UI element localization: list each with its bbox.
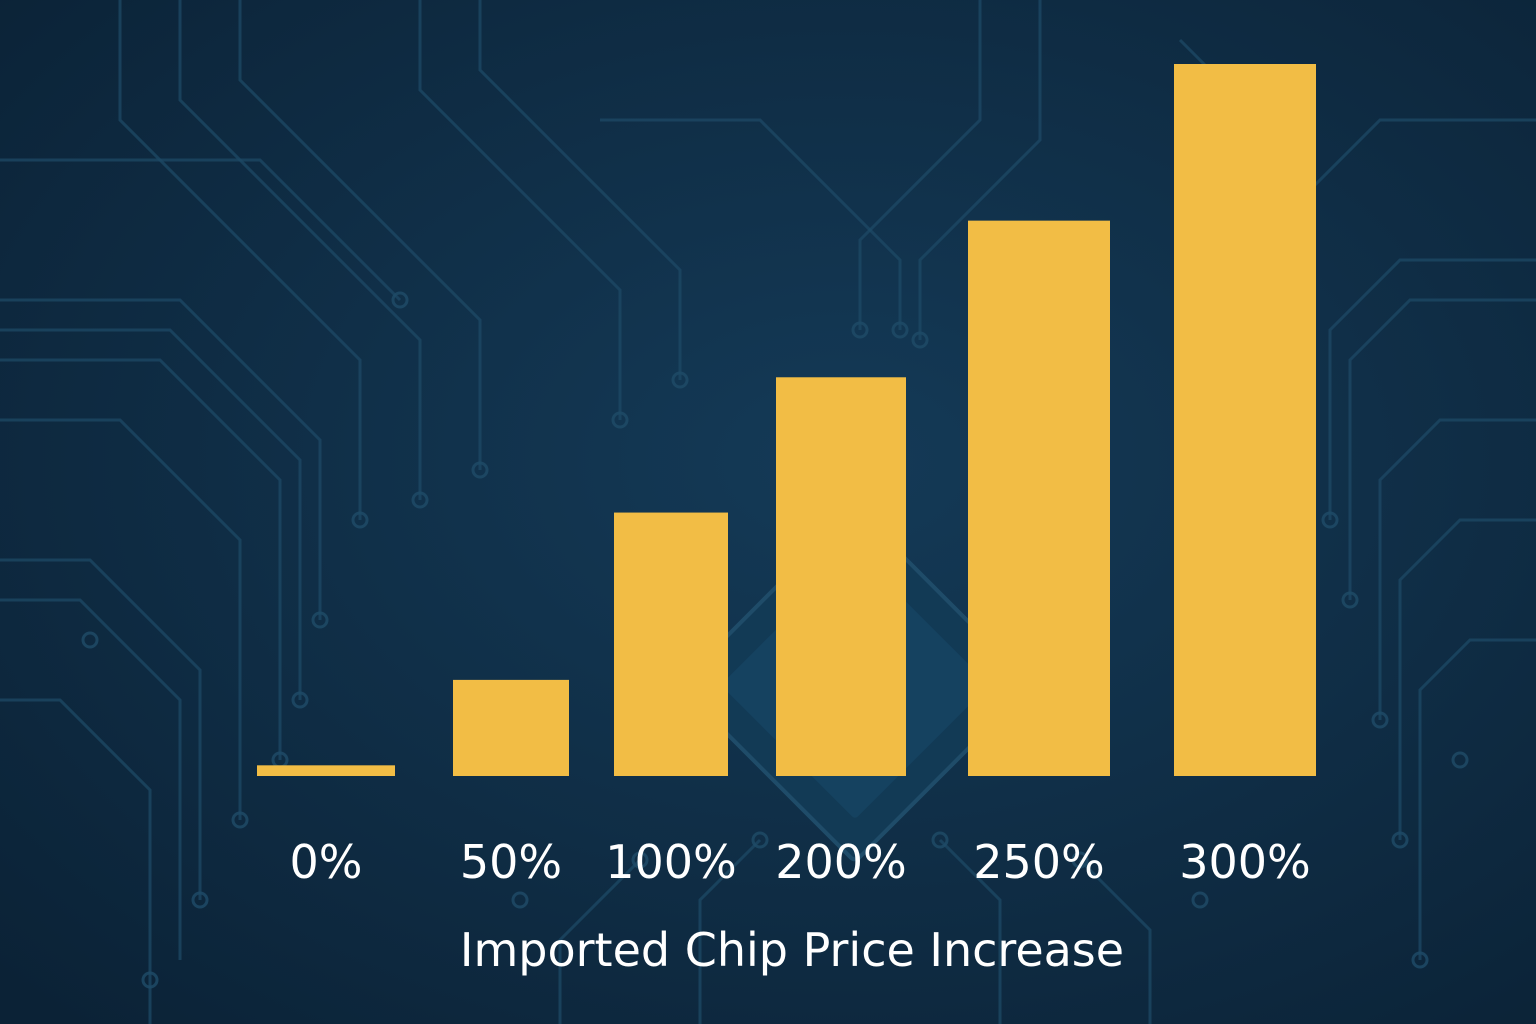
circuit-trace xyxy=(938,838,1002,1024)
circuit-pad xyxy=(231,811,249,829)
circuit-pad xyxy=(1191,891,1209,909)
circuit-trace xyxy=(0,298,322,620)
bar-250-pct xyxy=(968,220,1110,776)
circuit-pad xyxy=(851,321,869,339)
circuit-pad xyxy=(671,371,689,389)
circuit-pad xyxy=(1451,751,1469,769)
circuit-pad xyxy=(1321,511,1339,529)
circuit-pad xyxy=(931,831,949,849)
x-axis-title: Imported Chip Price Increase xyxy=(460,923,1124,977)
circuit-pad xyxy=(1071,851,1089,869)
circuit-trace xyxy=(418,0,622,420)
circuit-pad xyxy=(471,461,489,479)
x-tick-label: 50% xyxy=(460,835,562,889)
bar-100-pct xyxy=(614,512,728,776)
x-axis-tick-labels: 0% 50% 100% 200% 250% 300% xyxy=(290,835,1311,889)
circuit-trace xyxy=(1378,418,1536,720)
circuit-pad xyxy=(191,891,209,909)
circuit-trace xyxy=(1418,638,1536,960)
circuit-trace xyxy=(0,418,242,820)
bar-0-pct xyxy=(257,765,395,776)
x-tick-label: 250% xyxy=(973,835,1105,889)
circuit-pad xyxy=(411,491,429,509)
circuit-trace xyxy=(1398,518,1536,840)
circuit-trace xyxy=(1328,258,1536,520)
circuit-trace xyxy=(118,0,362,520)
bar-300-pct xyxy=(1174,64,1316,776)
x-tick-label: 0% xyxy=(290,835,363,889)
circuit-pad xyxy=(631,851,649,869)
x-tick-label: 300% xyxy=(1179,835,1311,889)
circuit-pad xyxy=(351,511,369,529)
circuit-trace xyxy=(858,0,982,330)
circuit-pad xyxy=(1391,831,1409,849)
circuit-pad xyxy=(141,971,159,989)
circuit-pad xyxy=(291,691,309,709)
circuit-trace xyxy=(478,0,682,380)
x-tick-label: 100% xyxy=(605,835,737,889)
circuit-trace xyxy=(178,0,422,500)
circuit-trace xyxy=(0,598,182,960)
x-tick-label: 200% xyxy=(775,835,907,889)
circuit-pad xyxy=(611,411,629,429)
circuit-trace xyxy=(1078,858,1152,1024)
circuit-pad xyxy=(911,331,929,349)
circuit-trace xyxy=(918,0,1042,340)
circuit-trace xyxy=(558,858,642,1024)
circuit-trace xyxy=(600,118,902,330)
circuit-pad xyxy=(1411,951,1429,969)
circuit-pad xyxy=(1341,591,1359,609)
bars xyxy=(257,64,1316,776)
circuit-trace xyxy=(0,698,152,1024)
circuit-trace xyxy=(0,358,282,760)
circuit-pad xyxy=(891,321,909,339)
circuit-pad xyxy=(751,831,769,849)
circuit-trace xyxy=(698,838,762,1024)
circuit-trace xyxy=(0,158,402,302)
bar-200-pct xyxy=(776,377,906,776)
circuit-trace xyxy=(0,328,302,700)
circuit-trace xyxy=(0,558,202,900)
circuit-pad xyxy=(1371,711,1389,729)
circuit-trace xyxy=(1348,298,1536,600)
circuit-trace xyxy=(238,0,482,470)
circuit-pad xyxy=(391,291,409,309)
circuit-pad xyxy=(311,611,329,629)
bar-50-pct xyxy=(453,679,569,776)
circuit-pad xyxy=(81,631,99,649)
circuit-pad xyxy=(511,891,529,909)
